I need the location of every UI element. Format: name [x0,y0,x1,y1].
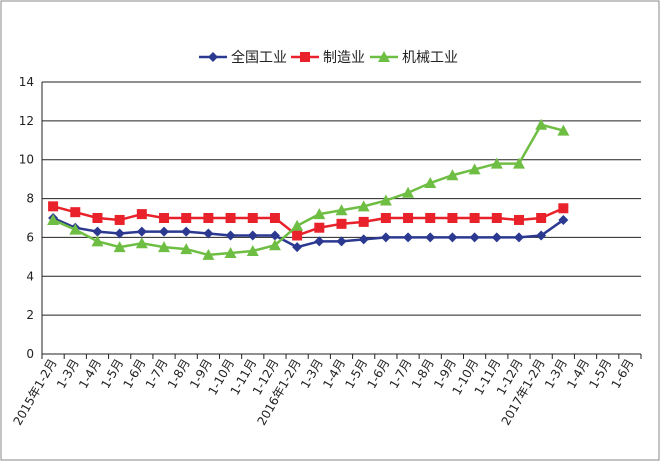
marker [357,200,370,212]
y-tick-label: 12 [19,114,34,128]
marker [48,201,59,212]
marker [203,228,214,239]
marker [513,232,524,243]
marker [202,248,215,260]
marker [469,232,480,243]
marker [181,226,192,237]
marker [47,213,60,225]
marker [447,232,458,243]
marker [535,118,548,130]
y-tick-label: 14 [19,75,34,89]
marker [91,235,104,247]
legend-item: 全国工业 [199,49,287,66]
marker [92,226,103,237]
marker [424,177,437,189]
legend-marker [378,51,390,62]
marker [158,241,171,253]
legend-label: 制造业 [323,50,365,66]
y-tick-label: 4 [26,269,34,283]
y-tick-label: 2 [26,308,34,322]
marker [557,124,570,136]
marker [113,241,126,253]
marker [469,213,480,223]
marker [425,213,436,223]
marker [403,232,414,243]
y-tick-label: 10 [19,153,34,167]
marker [314,222,325,233]
marker [159,226,170,237]
marker [268,239,281,251]
marker [114,214,125,225]
marker [180,243,193,255]
marker [92,213,103,223]
marker [225,230,236,241]
marker [69,223,82,235]
marker [247,230,258,241]
legend-item: 机械工业 [370,50,458,66]
marker [114,228,125,239]
marker [225,213,236,223]
y-tick-label: 0 [26,347,34,361]
marker [181,213,192,223]
marker [136,226,147,237]
marker [447,213,458,223]
marker [513,214,524,225]
marker [269,213,280,223]
marker [402,186,415,198]
legend-marker [208,52,218,62]
marker [336,218,347,229]
marker [558,214,569,225]
marker [536,230,547,241]
marker [159,213,170,223]
marker [425,232,436,243]
marker [247,213,258,223]
marker [335,204,348,216]
marker [246,245,259,257]
marker [512,157,525,169]
marker [358,216,369,227]
marker [135,237,148,249]
marker [336,236,347,247]
marker [446,169,459,181]
marker [136,209,147,220]
marker [491,232,502,243]
marker [224,246,237,258]
marker [292,242,303,253]
marker [380,232,391,243]
legend-label: 机械工业 [402,50,458,66]
legend-marker [300,52,310,62]
marker [379,194,392,206]
marker [468,163,481,175]
marker [291,219,304,231]
marker [536,213,547,223]
legend-label: 全国工业 [231,49,287,66]
series-line [52,123,564,257]
marker [403,213,414,223]
marker [70,207,81,218]
marker [358,234,369,245]
marker [203,213,214,223]
y-tick-label: 6 [26,230,34,244]
marker [314,236,325,247]
marker [380,213,391,223]
legend-item: 制造业 [291,50,365,66]
marker [292,230,303,241]
marker [313,208,326,220]
y-tick-label: 8 [26,192,34,206]
marker [491,213,502,223]
marker [558,203,569,214]
marker [490,157,503,169]
marker [269,230,280,241]
